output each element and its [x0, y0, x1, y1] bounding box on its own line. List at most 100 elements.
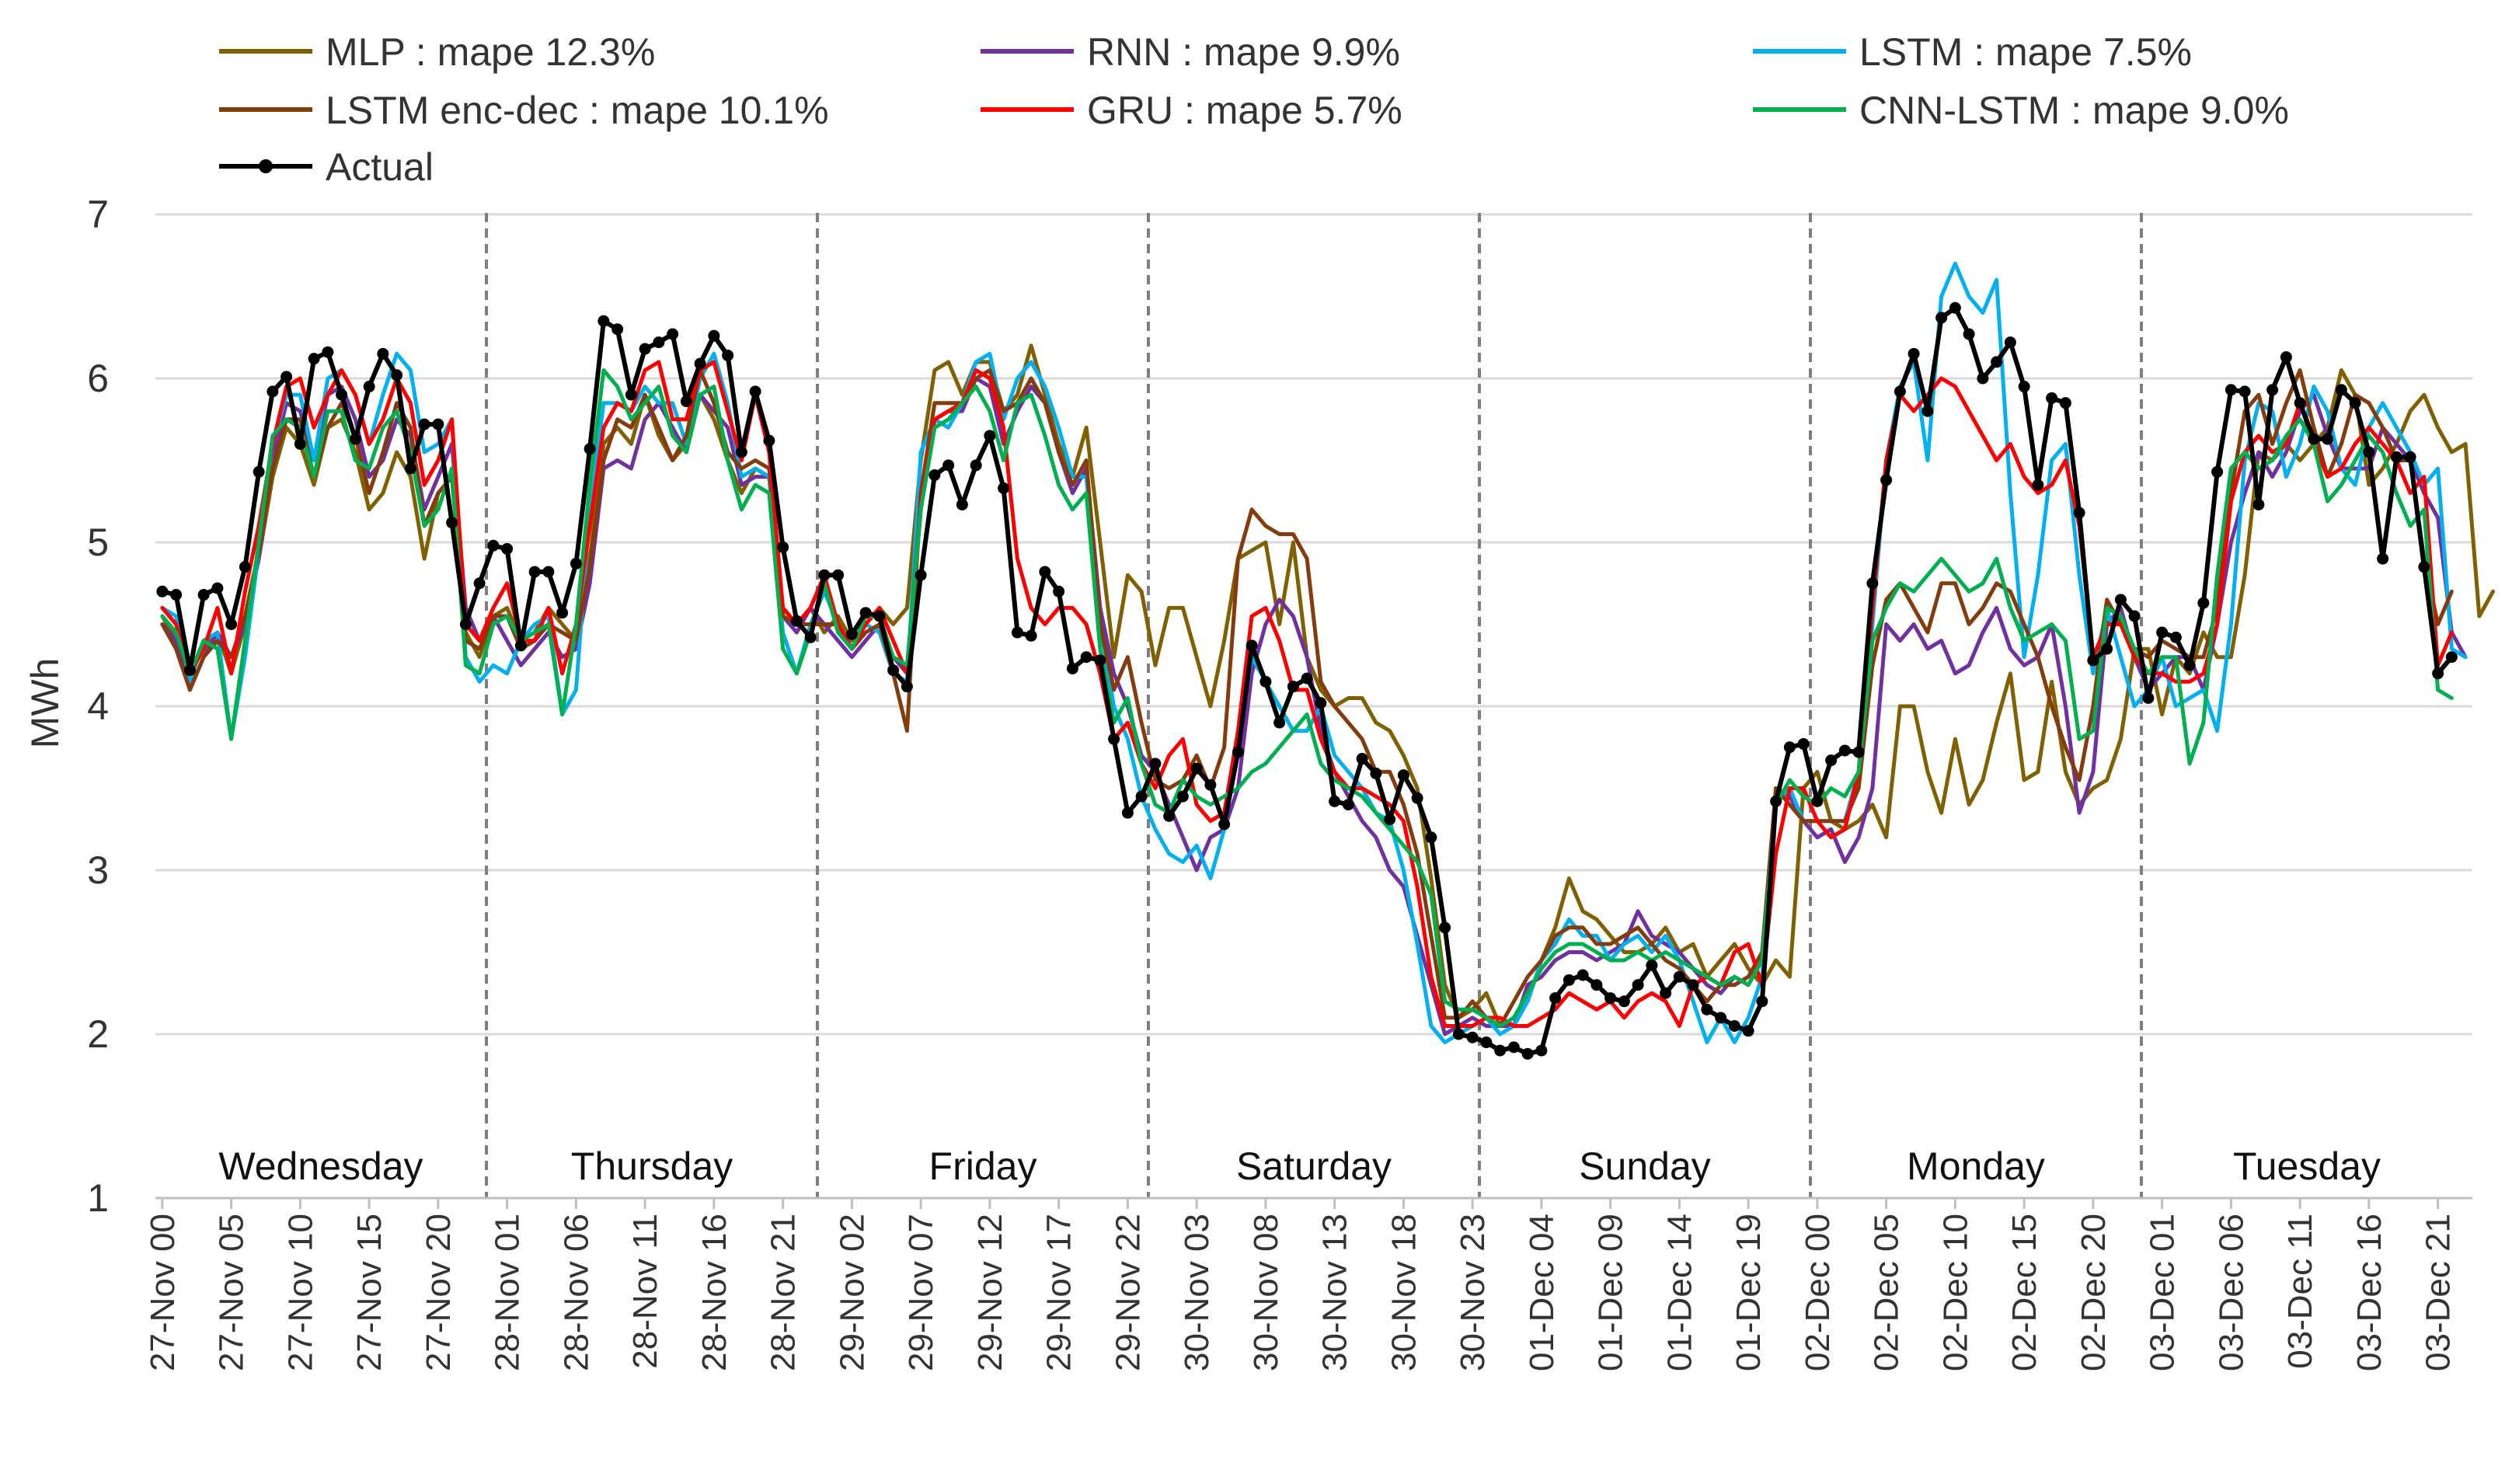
y-tick-label: 2: [87, 1012, 109, 1056]
actual-data-point: [2266, 384, 2279, 396]
y-tick-label: 6: [87, 357, 109, 400]
x-tick-label: 29-Nov 22: [1109, 1214, 1147, 1371]
actual-data-point: [901, 681, 913, 693]
actual-data-point: [1797, 738, 1810, 751]
x-tick-label: 30-Nov 18: [1385, 1214, 1423, 1371]
actual-data-point: [446, 517, 458, 529]
actual-data-point: [501, 542, 514, 555]
legend-marker: [259, 159, 273, 173]
actual-data-point: [915, 569, 927, 581]
actual-data-point: [2156, 626, 2169, 639]
x-tick-label: 02-Dec 05: [1868, 1214, 1906, 1371]
actual-data-point: [2073, 507, 2085, 519]
actual-data-point: [2128, 610, 2141, 622]
actual-data-point: [1466, 1031, 1479, 1043]
x-tick-label: 02-Dec 00: [1799, 1214, 1837, 1371]
x-tick-label: 29-Nov 12: [971, 1214, 1009, 1371]
actual-data-point: [1880, 474, 1893, 486]
actual-data-point: [998, 482, 1010, 494]
gridlines: [155, 213, 2472, 1200]
actual-data-point: [611, 323, 624, 336]
actual-data-point: [363, 381, 375, 393]
x-tick-label: 30-Nov 03: [1178, 1214, 1216, 1371]
x-tick-label: 01-Dec 09: [1592, 1214, 1630, 1371]
series-line-5: [160, 368, 2454, 1028]
actual-data-point: [2059, 397, 2071, 409]
actual-data-point: [2114, 594, 2127, 606]
x-tick-label: 27-Nov 15: [350, 1214, 388, 1371]
actual-data-point: [349, 433, 361, 445]
actual-data-point: [1991, 356, 2003, 368]
y-tick-label: 3: [87, 848, 109, 892]
actual-data-point: [1687, 979, 1699, 991]
actual-data-point: [1301, 672, 1313, 685]
x-tick-label: 01-Dec 04: [1523, 1214, 1561, 1371]
actual-data-point: [2363, 446, 2375, 458]
actual-data-point: [1521, 1047, 1534, 1060]
actual-data-point: [404, 462, 416, 475]
actual-data-point: [2322, 433, 2334, 445]
actual-data-point: [1715, 1012, 1727, 1024]
actual-data-point: [1232, 746, 1244, 758]
legend-label: LSTM : mape 7.5%: [1859, 30, 2192, 74]
actual-data-point: [1811, 795, 1824, 807]
x-tick-label: 28-Nov 01: [489, 1214, 527, 1371]
y-axis-title: MWh: [23, 658, 67, 749]
x-tick-label: 30-Nov 23: [1454, 1214, 1492, 1371]
actual-data-point: [1660, 987, 1672, 999]
actual-data-point: [473, 577, 486, 590]
series-layer: [156, 261, 2496, 1060]
x-tick-label: 29-Nov 07: [902, 1214, 940, 1371]
x-tick-label: 01-Dec 19: [1730, 1214, 1768, 1371]
actual-data-point: [873, 610, 886, 622]
actual-data-point: [1025, 629, 1037, 642]
actual-data-point: [2032, 479, 2044, 491]
actual-data-point: [542, 566, 555, 578]
actual-data-point: [1163, 810, 1176, 822]
actual-data-point: [1577, 969, 1589, 981]
actual-data-point: [845, 628, 858, 640]
actual-data-point: [584, 443, 596, 455]
actual-data-point: [1149, 758, 1162, 770]
actual-data-point: [2142, 691, 2155, 704]
x-tick-label: 29-Nov 17: [1040, 1214, 1078, 1371]
actual-data-point: [2308, 433, 2320, 445]
legend-label: MLP : mape 12.3%: [326, 30, 655, 74]
actual-data-point: [2225, 384, 2237, 396]
actual-data-point: [322, 346, 334, 358]
x-tick-label: 03-Dec 16: [2350, 1214, 2388, 1371]
series-line-4: [160, 360, 2454, 1028]
actual-data-point: [1370, 768, 1382, 780]
actual-data-point: [2349, 397, 2361, 409]
actual-data-point: [1783, 741, 1796, 754]
actual-data-point: [2211, 465, 2224, 478]
actual-data-point: [1535, 1044, 1548, 1057]
actual-data-point: [1384, 813, 1396, 826]
actual-data-point: [418, 418, 430, 430]
actual-data-point: [556, 607, 569, 619]
actual-data-point: [1770, 795, 1782, 807]
actual-data-point: [528, 566, 541, 578]
actual-data-point: [1080, 651, 1092, 664]
actual-data-point: [984, 430, 996, 442]
actual-data-point: [1894, 385, 1906, 398]
actual-data-point: [1259, 675, 1272, 688]
actual-data-point: [1425, 831, 1437, 844]
actual-data-point: [2418, 561, 2430, 573]
x-tick-label: 27-Nov 20: [420, 1214, 458, 1371]
x-tick-label: 02-Dec 15: [2005, 1214, 2043, 1371]
actual-data-point: [749, 385, 761, 398]
actual-data-point: [211, 582, 224, 594]
x-tick-label: 28-Nov 06: [557, 1214, 595, 1371]
y-tick-label: 1: [87, 1176, 109, 1220]
actual-data-point: [1176, 790, 1189, 803]
actual-data-point: [2445, 651, 2458, 664]
actual-data-point: [680, 395, 692, 408]
actual-data-point: [570, 557, 582, 570]
actual-data-point: [763, 434, 775, 447]
actual-data-point: [1632, 979, 1644, 991]
actual-data-point: [1852, 746, 1865, 758]
y-tick-label: 7: [87, 193, 109, 236]
x-tick-label: 30-Nov 13: [1316, 1214, 1354, 1371]
actual-data-point: [225, 618, 238, 630]
